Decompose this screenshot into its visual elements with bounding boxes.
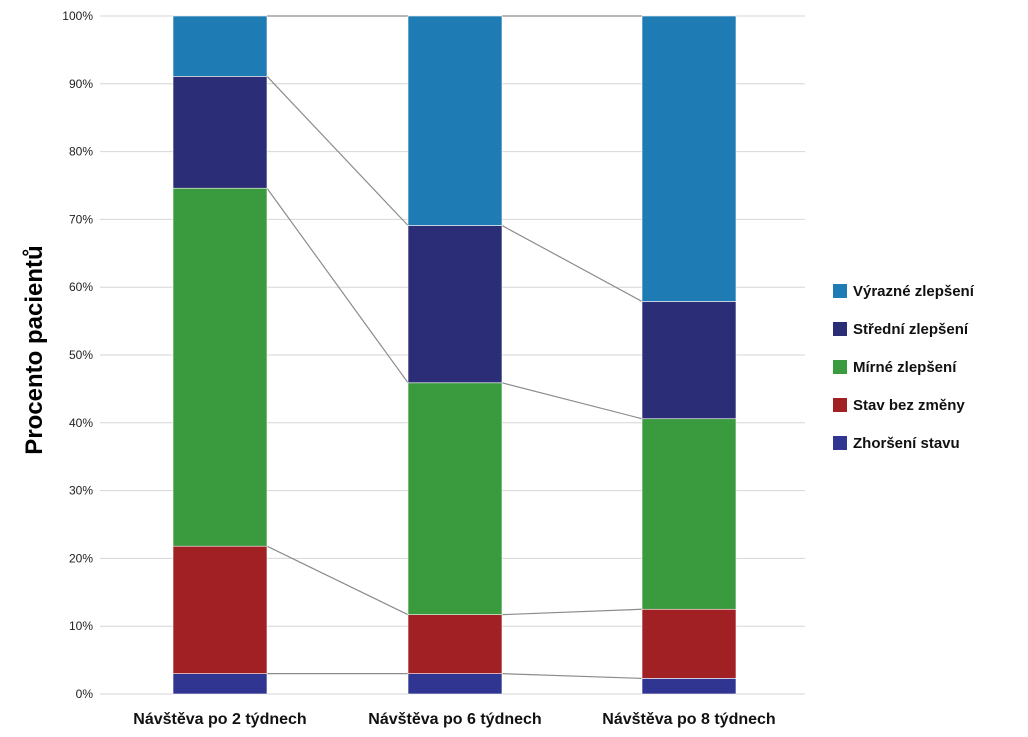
y-axis-label-box: Procento pacientů [8, 150, 62, 550]
connector-line [266, 187, 409, 384]
y-tick-label: 90% [69, 77, 93, 91]
connector-line [501, 608, 643, 616]
legend-swatch [833, 436, 847, 450]
y-axis-label: Procento pacientů [21, 245, 48, 455]
connector-line [501, 673, 643, 680]
bar-segment [172, 187, 268, 547]
x-tick-label: Návštěva po 8 týdnech [602, 711, 775, 728]
bar-segment [407, 382, 503, 615]
legend-label: Stav bez změny [853, 396, 965, 414]
legend-label: Střední zlepšení [853, 320, 969, 338]
legend-item: Stav bez změny [833, 395, 974, 415]
bar-segment [172, 545, 268, 674]
bar-segment [641, 301, 737, 420]
connector-line [266, 75, 409, 226]
x-tick-labels: Návštěva po 2 týdnech Návštěva po 6 týdne… [133, 711, 775, 728]
connector-line [501, 224, 643, 302]
legend-item: Zhoršení stavu [833, 433, 974, 453]
bar-segment [172, 673, 268, 695]
bar-segment [641, 418, 737, 610]
y-tick-label: 10% [69, 619, 93, 633]
legend-item: Mírné zlepšení [833, 357, 974, 377]
y-tick-labels: 0% 10% 20% 30% 40% 50% 60% 70% 80% 90% 100% [62, 9, 93, 701]
y-tick-label: 30% [69, 484, 93, 498]
legend: Výrazné zlepšení Střední zlepšení Mírné zl… [833, 281, 974, 471]
bar-segment [407, 225, 503, 384]
x-tick-label: Návštěva po 6 týdnech [368, 711, 541, 728]
bars [172, 15, 737, 695]
legend-swatch [833, 284, 847, 298]
bar-segment [407, 15, 503, 226]
legend-swatch [833, 398, 847, 412]
bar-segment [172, 76, 268, 189]
bar-segment [641, 678, 737, 695]
y-tick-label: 60% [69, 280, 93, 294]
y-tick-label: 70% [69, 212, 93, 226]
connector-line [501, 382, 643, 420]
bar-segment [407, 614, 503, 674]
bar-segment [641, 608, 737, 679]
legend-item: Střední zlepšení [833, 319, 974, 339]
connector-lines [266, 15, 643, 680]
bar-segment [172, 15, 268, 77]
connector-line [266, 545, 409, 616]
y-tick-label: 100% [62, 9, 93, 23]
legend-label: Zhoršení stavu [853, 434, 960, 452]
y-tick-label: 0% [76, 687, 94, 701]
y-tick-label: 20% [69, 551, 93, 565]
legend-label: Výrazné zlepšení [853, 282, 974, 300]
x-tick-label: Návštěva po 2 týdnech [133, 711, 306, 728]
legend-swatch [833, 360, 847, 374]
y-tick-label: 50% [69, 348, 93, 362]
legend-swatch [833, 322, 847, 336]
bar-segment [407, 673, 503, 695]
bar-segment [641, 15, 737, 302]
y-tick-label: 80% [69, 145, 93, 159]
legend-label: Mírné zlepšení [853, 358, 957, 376]
y-tick-label: 40% [69, 416, 93, 430]
legend-item: Výrazné zlepšení [833, 281, 974, 301]
